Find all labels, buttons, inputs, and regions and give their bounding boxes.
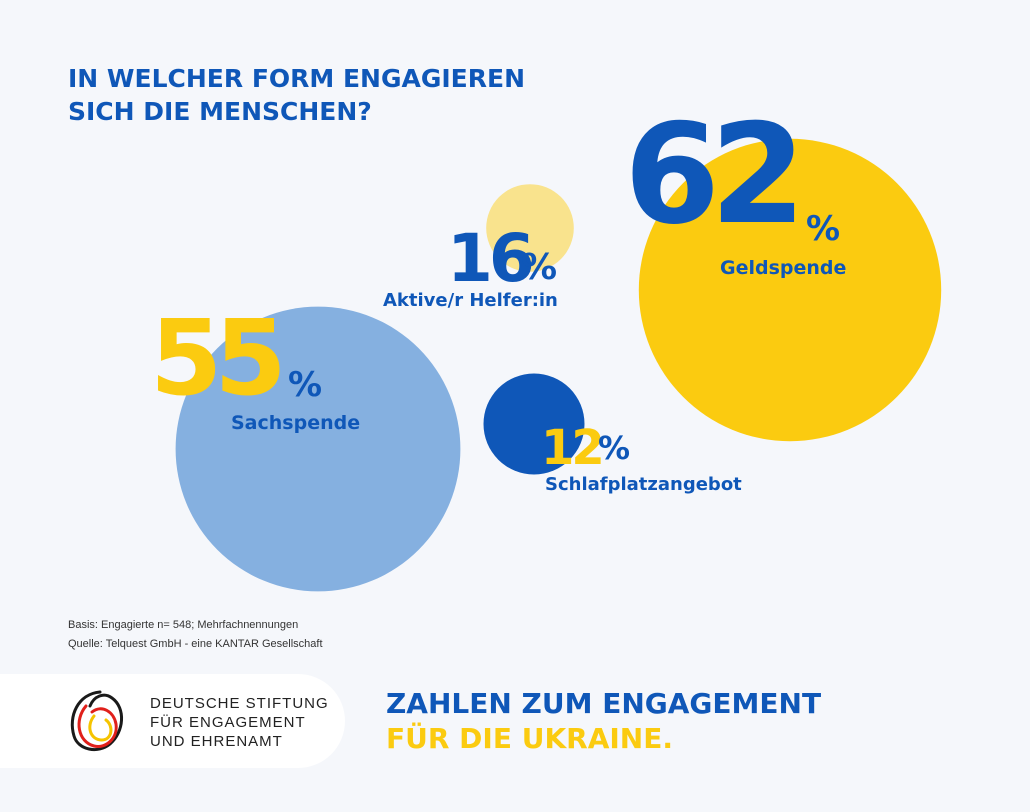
footnote: Basis: Engagierte n= 548; Mehrfachnennun…	[68, 616, 323, 654]
value-schlafplatzangebot: 12	[541, 420, 605, 476]
bubble-aktive-helfer	[486, 184, 574, 272]
tagline: ZAHLEN ZUM ENGAGEMENT FÜR DIE UKRAINE.	[386, 686, 821, 756]
label-schlafplatzangebot: Schlafplatzangebot	[545, 474, 742, 495]
bubble-schlafplatzangebot	[483, 373, 585, 475]
logo-panel: DEUTSCHE STIFTUNG FÜR ENGAGEMENT UND EHR…	[0, 674, 345, 768]
value-aktive-helfer: 16	[447, 220, 535, 297]
value-geldspende: 62	[624, 94, 806, 255]
percent-sign-aktive-helfer: %	[521, 247, 558, 288]
label-sachspende: Sachspende	[231, 412, 361, 434]
bubble-sachspende	[175, 306, 461, 592]
tagline-line-2: FÜR DIE UKRAINE.	[386, 722, 673, 755]
footnote-source: Quelle: Telquest GmbH - eine KANTAR Gese…	[68, 638, 323, 650]
footnote-basis: Basis: Engagierte n= 548; Mehrfachnennun…	[68, 619, 299, 631]
percent-sign-geldspende: %	[806, 209, 841, 249]
bubble-geldspende	[638, 138, 942, 442]
foundation-logo-icon	[70, 690, 123, 752]
label-aktive-helfer: Aktive/r Helfer:in	[383, 290, 558, 311]
foundation-name-line-2: FÜR ENGAGEMENT	[150, 714, 306, 731]
foundation-name-line-3: UND EHRENAMT	[150, 733, 283, 750]
foundation-name-line-1: DEUTSCHE STIFTUNG	[150, 695, 329, 712]
label-geldspende: Geldspende	[720, 257, 847, 279]
headline-line-2: SICH DIE MENSCHEN?	[68, 97, 372, 126]
headline: IN WELCHER FORM ENGAGIEREN SICH DIE MENS…	[68, 62, 525, 128]
tagline-line-1: ZAHLEN ZUM ENGAGEMENT	[386, 687, 822, 720]
percent-sign-sachspende: %	[288, 365, 323, 405]
percent-sign-schlafplatzangebot: %	[598, 429, 631, 467]
headline-line-1: IN WELCHER FORM ENGAGIEREN	[68, 64, 525, 93]
foundation-name: DEUTSCHE STIFTUNG FÜR ENGAGEMENT UND EHR…	[150, 694, 329, 751]
value-sachspende: 55	[150, 297, 287, 419]
